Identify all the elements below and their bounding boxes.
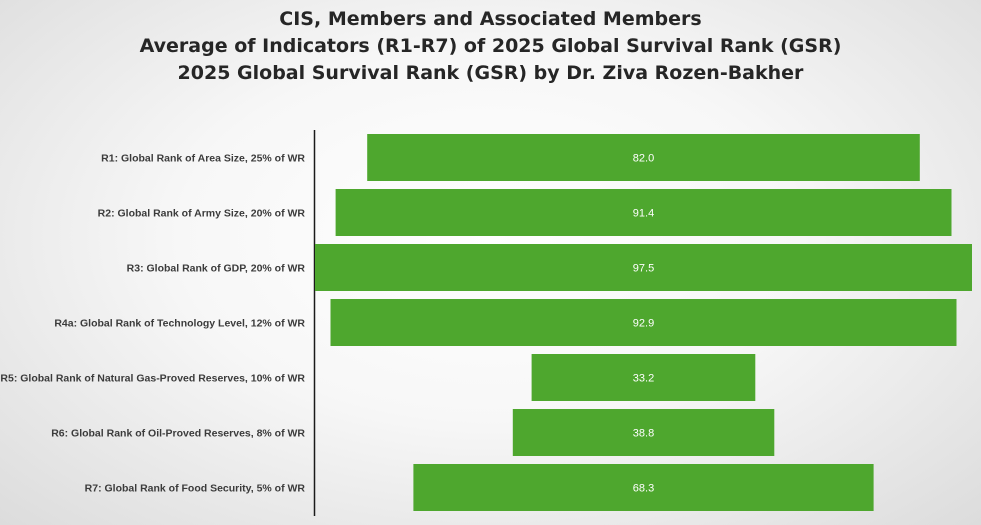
value-label-2: 91.4 [633,208,654,220]
value-label-1: 82.0 [633,153,654,165]
category-label-3: R3: Global Rank of GDP, 20% of WR [127,263,306,275]
category-label-1: R1: Global Rank of Area Size, 25% of WR [101,153,305,165]
bar-5 [531,354,756,401]
bar-2 [335,189,952,236]
bar-7 [413,464,874,511]
value-label-4: 92.9 [633,318,654,330]
category-label-5: R5: Global Rank of Natural Gas-Proved Re… [0,373,305,385]
bar-4 [330,299,957,346]
value-label-7: 68.3 [633,483,654,495]
category-label-4: R4a: Global Rank of Technology Level, 12… [54,318,305,330]
category-label-7: R7: Global Rank of Food Security, 5% of … [85,483,306,495]
value-label-6: 38.8 [633,428,654,440]
bar-3 [315,244,972,291]
value-label-5: 33.2 [633,373,654,385]
value-labels-group: 82.0 91.4 97.5 92.9 33.2 38.8 68.3 [633,153,654,495]
chart-title-line-2: Average of Indicators (R1-R7) of 2025 Gl… [139,35,842,57]
chart-titles: CIS, Members and Associated Members Aver… [0,6,981,87]
bars-group [315,134,972,511]
chart-title-line-3: 2025 Global Survival Rank (GSR) by Dr. Z… [177,62,804,84]
category-label-2: R2: Global Rank of Army Size, 20% of WR [98,208,306,220]
chart-title-line-1: CIS, Members and Associated Members [279,8,702,30]
value-label-3: 97.5 [633,263,654,275]
bar-1 [367,134,920,181]
category-labels-group: R1: Global Rank of Area Size, 25% of WR R… [0,153,305,495]
category-label-6: R6: Global Rank of Oil-Proved Reserves, … [51,428,305,440]
bar-6 [512,409,775,456]
